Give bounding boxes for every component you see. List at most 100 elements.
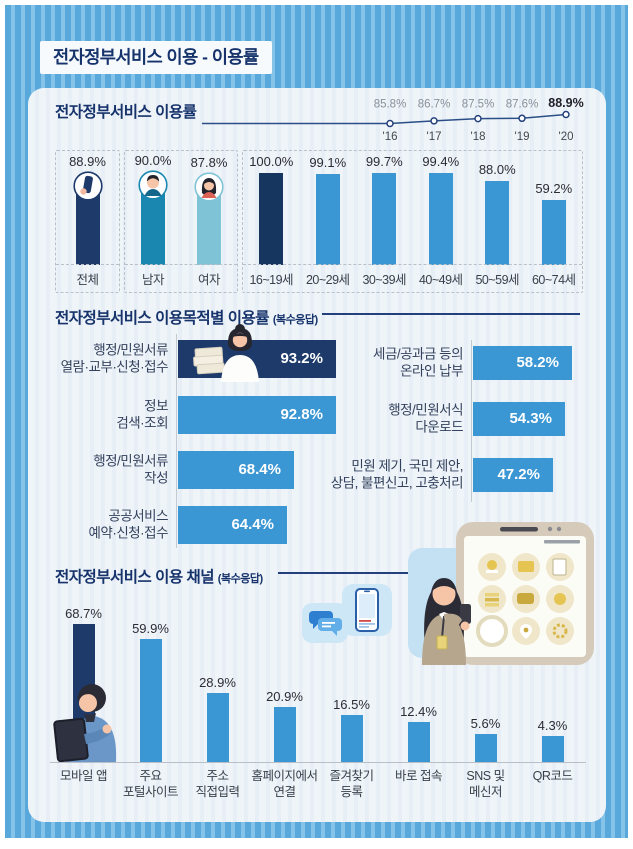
bar-value-label: 68.7% xyxy=(65,606,102,621)
category-label: 바로 접속 xyxy=(395,769,442,783)
category-label: 50~59세 xyxy=(475,273,520,287)
bar-column: 87.8% xyxy=(181,151,237,265)
purpose-label: 민원 제기, 국민 제안, 상담, 불편신고, 고충처리 xyxy=(330,458,464,491)
group-label-row: 남자 여자 xyxy=(125,264,237,292)
bar xyxy=(407,722,430,762)
trend-point xyxy=(518,114,526,123)
section-channel-title: 전자정부서비스 이용 채널 xyxy=(55,569,214,586)
bar-value-label: 90.0% xyxy=(134,153,172,168)
bar-column: 12.4% xyxy=(385,600,452,762)
purpose-label: 정보 검색·조회 xyxy=(116,398,168,431)
trend-point xyxy=(386,119,394,128)
baseline xyxy=(50,762,586,763)
purpose-label: 세금/공과금 등의 온라인 납부 xyxy=(373,346,463,379)
bar xyxy=(428,173,453,265)
bar xyxy=(259,173,284,265)
group-label-row: 16~19세 20~29세 30~39세 40~49세 50~59세 60~74세 xyxy=(243,264,582,292)
woman-with-phone-app-grid-illustration xyxy=(398,520,598,665)
bar xyxy=(474,734,497,762)
bar-column: 99.4% xyxy=(413,151,470,265)
smartphone-icon xyxy=(342,584,392,636)
page-title: 전자정부서비스 이용 - 이용률 xyxy=(40,41,272,74)
bar-column: 16.5% xyxy=(318,600,385,762)
woman-icon xyxy=(194,172,224,202)
section-usage-rate-heading: 전자정부서비스 이용률 xyxy=(55,104,197,121)
category-label: 20~29세 xyxy=(305,273,350,287)
bar-value-label: 28.9% xyxy=(199,675,236,690)
bar xyxy=(340,715,363,762)
bar-column: 99.1% xyxy=(300,151,357,265)
purpose-bar: 92.8% xyxy=(178,396,336,434)
bar-value-label: 100.0% xyxy=(249,154,294,169)
trend-value-label: 87.6% xyxy=(506,99,539,111)
purpose-heading-rule xyxy=(322,313,580,315)
trend-year-label: '20 xyxy=(559,131,574,143)
purpose-bar: 47.2% xyxy=(473,458,553,492)
woman-with-documents-illustration xyxy=(192,324,260,382)
bar-value-label: 88.9% xyxy=(69,154,106,169)
purpose-bar: 58.2% xyxy=(473,346,572,380)
trend-point xyxy=(430,117,438,125)
trend-value-label: 87.5% xyxy=(462,99,495,111)
axis-line xyxy=(471,340,472,502)
category-label: SNS 및 메신저 xyxy=(466,769,505,800)
section-channel-heading: 전자정부서비스 이용 채널 (복수응답) xyxy=(55,565,263,587)
section-purpose-note: (복수응답) xyxy=(272,314,318,326)
category-label: 30~39세 xyxy=(362,273,407,287)
person-using-tablet-illustration xyxy=(50,682,126,762)
trend-value-label: 85.8% xyxy=(374,99,407,111)
group-box: 90.0% 87.8% 남자 여자 xyxy=(124,150,238,293)
bar-column: 88.0% xyxy=(469,151,526,265)
bar xyxy=(273,707,296,762)
bar-value-label: 5.6% xyxy=(470,716,501,731)
person-icon xyxy=(72,171,103,201)
purpose-bar: 64.4% xyxy=(178,506,287,544)
category-label: 60~74세 xyxy=(531,273,576,287)
trend-line xyxy=(202,113,567,125)
category-label: 주소 직접입력 xyxy=(195,769,240,800)
axis-line xyxy=(176,334,177,548)
trend-value-label: 88.9% xyxy=(548,96,583,110)
category-label: 남자 xyxy=(141,273,165,287)
purpose-label: 행정/민원서식 다운로드 xyxy=(388,402,463,435)
purpose-bar: 54.3% xyxy=(473,402,565,436)
category-label: 16~19세 xyxy=(249,273,294,287)
bar xyxy=(372,173,397,265)
category-label: 40~49세 xyxy=(418,273,463,287)
bar xyxy=(315,174,340,265)
usage-rate-trend-chart: 85.8% '16 86.7% '17 87.5% '18 87.6% '19 88.9% '20 xyxy=(202,96,584,143)
usage-channel-chart: 68.7% 모바일 앱 59.9% 주요 포털사이트 28.9% 주소 직접입력 20.9%… xyxy=(50,600,586,830)
category-label: 즐겨찾기 등록 xyxy=(329,769,374,800)
category-label: QR코드 xyxy=(532,769,573,783)
bar xyxy=(485,181,510,265)
bar-value-label: 59.9% xyxy=(132,621,169,636)
purpose-label: 공공서비스 예약·신청·접수 xyxy=(88,508,168,541)
trend-value-label: 86.7% xyxy=(418,99,451,111)
purpose-bar: 68.4% xyxy=(178,451,294,489)
bar-value-label: 99.1% xyxy=(309,155,347,170)
bar-column: 4.3% xyxy=(519,600,586,762)
bar-value-label: 20.9% xyxy=(266,689,303,704)
bar-column: 28.9% xyxy=(184,600,251,762)
bar xyxy=(541,200,566,265)
bar-value-label: 88.0% xyxy=(478,162,516,177)
bar-value-label: 16.5% xyxy=(333,697,370,712)
bar-value-label: 99.4% xyxy=(422,154,460,169)
trend-year-label: '16 xyxy=(383,131,398,143)
bar xyxy=(541,736,564,762)
category-label: 모바일 앱 xyxy=(60,769,107,783)
purpose-label: 행정/민원서류 열람·교부·신청·접수 xyxy=(60,342,169,375)
category-label: 여자 xyxy=(197,273,221,287)
bar-column: 20.9% xyxy=(251,600,318,762)
chat-bubbles-icon xyxy=(302,603,348,643)
category-label: 주요 포털사이트 xyxy=(122,769,179,800)
bar-column: 100.0% xyxy=(243,151,300,265)
group-label-row: 전체 xyxy=(56,264,119,292)
bar-column: 90.0% xyxy=(125,151,181,265)
purpose-label: 행정/민원서류 작성 xyxy=(93,453,168,486)
bar-value-label: 99.7% xyxy=(365,154,403,169)
category-label: 홈페이지에서 연결 xyxy=(251,769,318,800)
bar-column: 99.7% xyxy=(356,151,413,265)
trend-year-label: '17 xyxy=(427,131,442,143)
group-box: 100.0% 99.1% 99.7% 99.4% 88.0% 59.2% 16~19세 20~… xyxy=(242,150,583,293)
